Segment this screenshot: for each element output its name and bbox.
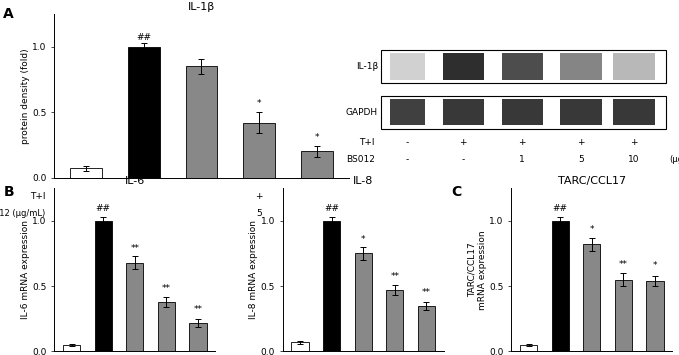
Text: IL-1β: IL-1β [356,62,378,71]
Bar [551,221,569,351]
Text: 1: 1 [198,208,204,218]
Y-axis label: IL-8 mRNA expression: IL-8 mRNA expression [249,220,258,319]
Bar [613,53,655,80]
Text: +: + [255,192,263,201]
Bar [381,96,666,129]
Text: +: + [630,138,638,147]
Text: -: - [84,208,88,218]
Text: +: + [518,138,526,147]
Bar [520,345,537,351]
Text: A: A [3,7,14,21]
Text: **: ** [390,272,399,281]
Text: C: C [452,185,462,198]
Bar [614,280,632,351]
Text: B: B [3,185,14,198]
Bar [291,342,309,351]
Bar [94,221,112,351]
Title: IL-8: IL-8 [353,176,373,186]
Bar [70,168,102,178]
Y-axis label: IL-6 mRNA expression: IL-6 mRNA expression [20,220,29,319]
Text: +: + [577,138,585,147]
Text: *: * [589,225,594,234]
Text: T+I: T+I [30,192,45,201]
Text: **: ** [130,245,139,253]
Text: (μg/mL): (μg/mL) [669,155,679,164]
Bar [354,253,372,351]
Text: ##: ## [324,204,340,213]
Bar [443,99,484,125]
Text: 5: 5 [578,155,584,164]
Bar [443,53,484,80]
Text: +: + [460,138,467,147]
Bar [502,53,543,80]
Text: **: ** [422,288,431,296]
Bar [128,47,160,178]
Text: 10: 10 [311,208,323,218]
Text: BS012: BS012 [346,155,375,164]
Bar [243,122,275,178]
Bar [63,345,80,351]
Text: ##: ## [96,204,111,213]
Text: **: ** [194,305,202,313]
Text: +: + [313,192,320,201]
Text: **: ** [619,260,628,269]
Text: +: + [198,192,205,201]
Bar [323,221,340,351]
Bar [390,53,425,80]
Bar [646,281,663,351]
Bar [560,99,602,125]
Bar [158,302,175,351]
Text: +: + [140,192,147,201]
Text: ##: ## [136,33,151,42]
Bar [418,306,435,351]
Text: -: - [406,138,409,147]
Bar [502,99,543,125]
Text: *: * [653,261,657,271]
Text: 5: 5 [256,208,262,218]
Y-axis label: TARC/CCL17
mRNA expression: TARC/CCL17 mRNA expression [467,230,487,310]
Bar [301,151,333,178]
Text: 1: 1 [519,155,525,164]
Text: *: * [314,133,319,142]
Text: -: - [142,208,145,218]
Bar [390,99,425,125]
Bar [189,323,206,351]
Text: *: * [361,235,365,244]
Text: *: * [257,99,261,108]
Bar [386,290,403,351]
Text: -: - [84,192,88,201]
Title: IL-6: IL-6 [125,176,145,186]
Title: IL-1β: IL-1β [188,2,215,12]
Bar [185,66,217,178]
Text: 10: 10 [628,155,640,164]
Text: ##: ## [553,204,568,213]
Bar [613,99,655,125]
Bar [381,50,666,83]
Text: **: ** [162,284,171,293]
Bar [560,53,602,80]
Text: -: - [406,155,409,164]
Text: T+I: T+I [360,138,375,147]
Y-axis label: protein density (fold): protein density (fold) [20,48,29,144]
Text: -: - [462,155,465,164]
Title: TARC/CCL17: TARC/CCL17 [557,176,626,186]
Bar [583,244,600,351]
Text: GAPDH: GAPDH [346,108,378,117]
Text: BS012 (μg/mL): BS012 (μg/mL) [0,208,45,218]
Bar [126,263,143,351]
